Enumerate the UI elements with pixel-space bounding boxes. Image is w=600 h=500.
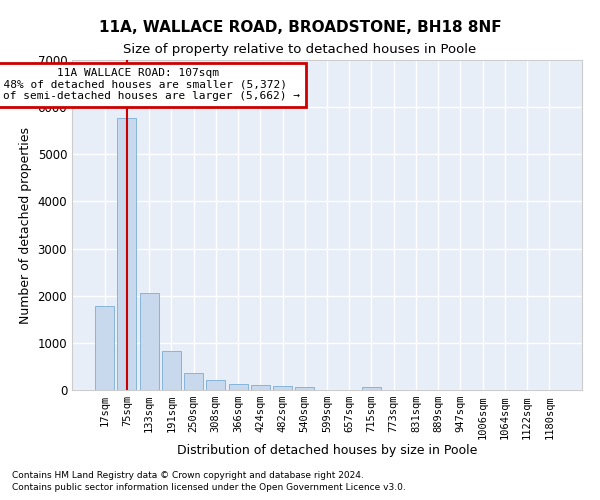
Text: 11A, WALLACE ROAD, BROADSTONE, BH18 8NF: 11A, WALLACE ROAD, BROADSTONE, BH18 8NF [98, 20, 502, 35]
Text: Contains public sector information licensed under the Open Government Licence v3: Contains public sector information licen… [12, 484, 406, 492]
Bar [229, 384, 248, 390]
Y-axis label: Number of detached properties: Number of detached properties [19, 126, 32, 324]
Bar [251, 385, 270, 390]
Bar [95, 306, 114, 390]
Bar [206, 380, 225, 390]
Bar [273, 386, 292, 390]
Bar [118, 118, 136, 390]
Text: Size of property relative to detached houses in Poole: Size of property relative to detached ho… [124, 42, 476, 56]
Bar [184, 373, 203, 390]
Text: 11A WALLACE ROAD: 107sqm
← 48% of detached houses are smaller (5,372)
51% of sem: 11A WALLACE ROAD: 107sqm ← 48% of detach… [0, 68, 301, 102]
Bar [140, 293, 158, 390]
Bar [162, 352, 181, 390]
X-axis label: Distribution of detached houses by size in Poole: Distribution of detached houses by size … [177, 444, 477, 457]
Bar [362, 387, 381, 390]
Bar [295, 386, 314, 390]
Text: Contains HM Land Registry data © Crown copyright and database right 2024.: Contains HM Land Registry data © Crown c… [12, 471, 364, 480]
